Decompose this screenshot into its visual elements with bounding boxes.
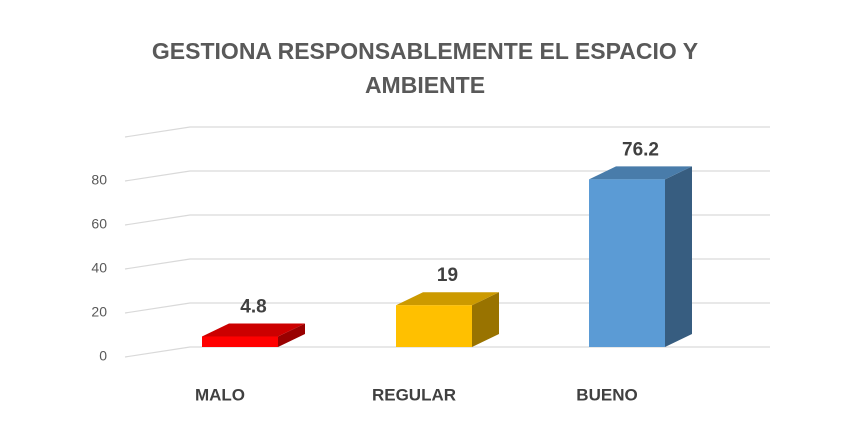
y-tick-label: 60	[91, 216, 107, 232]
bar-side	[278, 323, 305, 347]
bar-side	[665, 166, 692, 347]
grid-line	[124, 170, 770, 182]
x-tick-label: BUENO	[576, 385, 637, 404]
grid-line	[124, 214, 770, 226]
grid-line	[124, 258, 770, 270]
bar	[202, 336, 278, 347]
grid-line	[124, 302, 770, 314]
y-tick-label: 20	[91, 304, 107, 320]
chart-title: GESTIONA RESPONSABLEMENTE EL ESPACIO Y A…	[151, 38, 699, 98]
x-tick-label: MALO	[195, 385, 245, 404]
y-tick-label: 40	[91, 260, 107, 276]
bar-top	[202, 323, 305, 337]
value-label: 4.8	[240, 296, 266, 317]
bar	[589, 179, 665, 347]
y-tick-label: 80	[91, 172, 107, 188]
bar-top	[396, 292, 499, 306]
y-tick-label: 0	[99, 348, 107, 364]
bar-top	[589, 166, 692, 180]
value-label: 19	[437, 265, 458, 286]
value-label: 76.2	[622, 139, 659, 160]
bar-side	[472, 292, 499, 347]
bar	[396, 305, 472, 347]
grid-line	[124, 126, 770, 138]
x-tick-label: REGULAR	[372, 385, 456, 404]
grid-line	[124, 346, 770, 358]
